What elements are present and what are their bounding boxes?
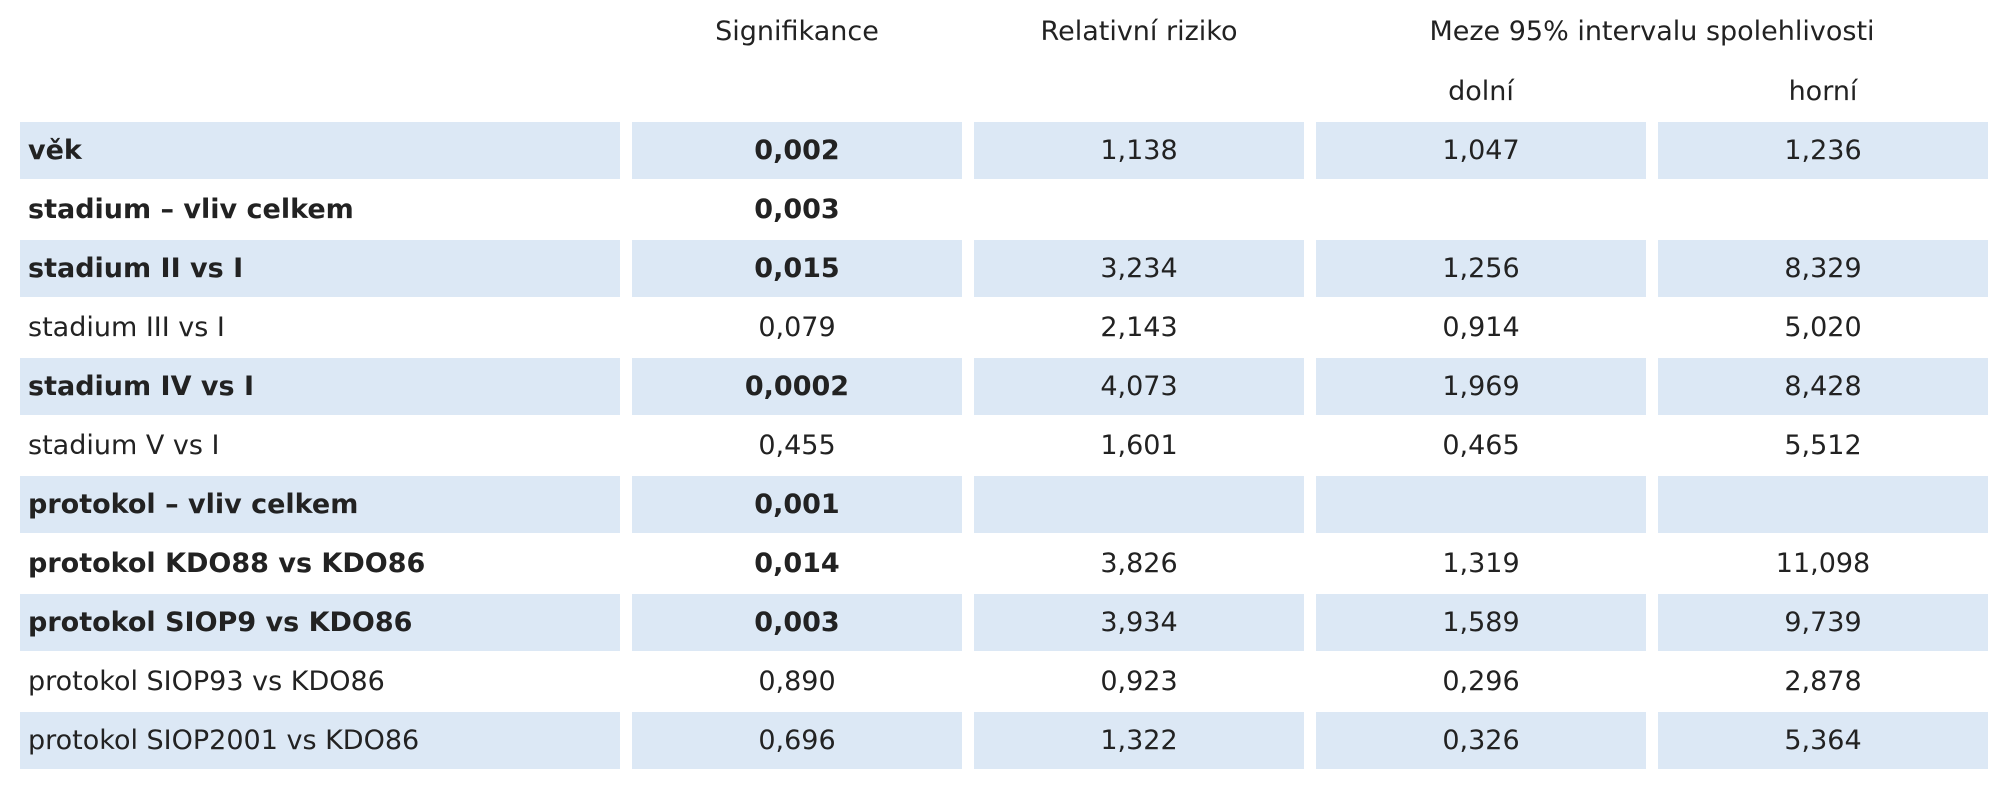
value-cell <box>974 476 1304 533</box>
value-cell: 5,020 <box>1784 312 1862 343</box>
value-cell: 4,073 <box>974 358 1304 415</box>
value-cell: 3,934 <box>974 594 1304 651</box>
row-label: stadium – vliv celkem <box>28 194 354 225</box>
value-cell: 0,001 <box>632 476 962 533</box>
value-cell <box>1316 181 1646 238</box>
value-cell: 0,465 <box>1442 430 1520 461</box>
row-label: protokol – vliv celkem <box>20 476 620 533</box>
value-cell: 3,826 <box>1100 548 1178 579</box>
row-label: stadium IV vs I <box>20 358 620 415</box>
value-cell: 1,138 <box>974 122 1304 179</box>
value-cell <box>1658 476 1989 533</box>
value-cell: 1,047 <box>1316 122 1646 179</box>
table-row: stadium V vs I 0,455 1,601 0,465 5,512 <box>20 417 1988 474</box>
value-cell: 0,696 <box>632 712 962 769</box>
value-cell: 0,923 <box>1100 666 1178 697</box>
value-cell: 0,003 <box>754 194 840 225</box>
table-row: protokol SIOP93 vs KDO86 0,890 0,923 0,296 2… <box>20 653 1988 710</box>
header-cell: Meze 95% intervalu spolehlivosti <box>1429 15 1875 47</box>
value-cell: 3,234 <box>974 240 1304 297</box>
table-row: věk 0,002 1,138 1,047 1,236 <box>20 122 1989 179</box>
value-cell: 5,512 <box>1784 430 1862 461</box>
value-cell: 0,015 <box>632 240 962 297</box>
value-cell: 0,455 <box>758 430 836 461</box>
table-row: protokol KDO88 vs KDO86 0,014 3,826 1,319 11… <box>20 535 1988 592</box>
header-cell: Signifikance <box>715 15 879 47</box>
table-row: stadium III vs I 0,079 2,143 0,914 5,020 <box>20 299 1988 356</box>
table-row: protokol – vliv celkem 0,001 <box>20 476 1989 533</box>
value-cell: 1,319 <box>1442 548 1520 579</box>
value-cell: 0,002 <box>632 122 962 179</box>
value-cell: 2,143 <box>1100 312 1178 343</box>
value-cell: 1,589 <box>1316 594 1646 651</box>
table-row: protokol SIOP2001 vs KDO86 0,696 1,322 0,32… <box>20 712 1989 769</box>
row-label: protokol SIOP9 vs KDO86 <box>20 594 620 651</box>
value-cell: 0,296 <box>1442 666 1520 697</box>
row-label: stadium V vs I <box>28 430 220 461</box>
table-row: stadium IV vs I 0,0002 4,073 1,969 8,428 <box>20 358 1989 415</box>
row-label: věk <box>20 122 620 179</box>
value-cell: 0,003 <box>632 594 962 651</box>
value-cell: 11,098 <box>1775 548 1871 579</box>
value-cell <box>1316 476 1646 533</box>
results-table: Signifikance Relativní riziko Meze 95% i… <box>8 0 1999 771</box>
value-cell: 0,326 <box>1316 712 1646 769</box>
row-label: stadium III vs I <box>28 312 225 343</box>
row-label: protokol SIOP2001 vs KDO86 <box>20 712 620 769</box>
value-cell: 8,428 <box>1658 358 1989 415</box>
value-cell: 1,969 <box>1316 358 1646 415</box>
value-cell: 2,878 <box>1784 666 1862 697</box>
value-cell: 0,890 <box>758 666 836 697</box>
value-cell: 8,329 <box>1658 240 1989 297</box>
row-label: protokol SIOP93 vs KDO86 <box>28 666 385 697</box>
header-cell: dolní <box>1448 75 1514 107</box>
value-cell: 1,601 <box>1100 430 1178 461</box>
header-cell: Relativní riziko <box>1040 15 1238 47</box>
value-cell: 1,236 <box>1658 122 1989 179</box>
value-cell <box>1658 181 1988 238</box>
table-row: stadium II vs I 0,015 3,234 1,256 8,329 <box>20 240 1989 297</box>
value-cell: 1,322 <box>974 712 1304 769</box>
value-cell: 0,0002 <box>632 358 962 415</box>
value-cell: 0,079 <box>758 312 836 343</box>
header-row: dolní horní <box>20 62 1988 120</box>
table-row: protokol SIOP9 vs KDO86 0,003 3,934 1,589 9,… <box>20 594 1989 651</box>
header-row: Signifikance Relativní riziko Meze 95% i… <box>20 2 1988 60</box>
value-cell: 1,256 <box>1316 240 1646 297</box>
header-cell: horní <box>1788 75 1858 107</box>
row-label: stadium II vs I <box>20 240 620 297</box>
value-cell <box>974 181 1304 238</box>
table-row: stadium – vliv celkem 0,003 <box>20 181 1988 238</box>
value-cell: 9,739 <box>1658 594 1989 651</box>
row-label: protokol KDO88 vs KDO86 <box>28 548 426 579</box>
value-cell: 0,014 <box>754 548 840 579</box>
value-cell: 0,914 <box>1442 312 1520 343</box>
value-cell: 5,364 <box>1658 712 1989 769</box>
